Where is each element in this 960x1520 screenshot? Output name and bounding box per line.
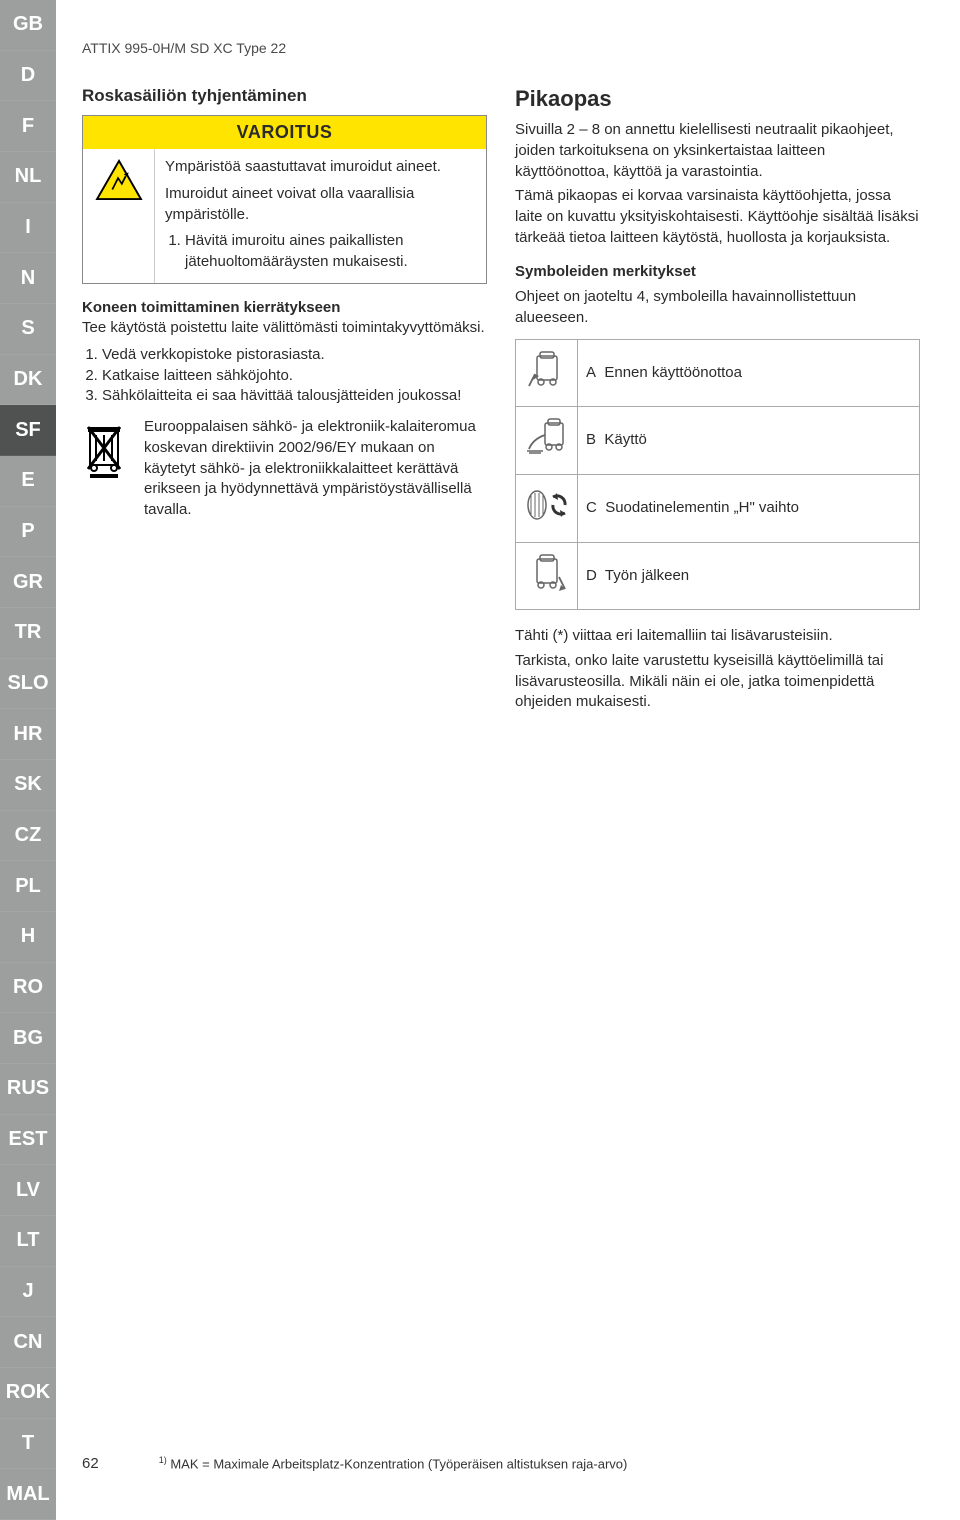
page-content: ATTIX 995-0H/M SD XC Type 22 Roskasäiliö…: [82, 40, 920, 713]
quickguide-title: Pikaopas: [515, 84, 920, 114]
symbol-label: D Työn jälkeen: [578, 542, 920, 610]
footnote: 1) MAK = Maximale Arbeitsplatz-Konzentra…: [159, 1455, 628, 1471]
symbol-icon-cell: [516, 474, 578, 542]
lang-item-gr[interactable]: GR: [0, 557, 56, 608]
filter-change-icon: [525, 485, 569, 525]
lang-item-rok[interactable]: ROK: [0, 1368, 56, 1419]
symbol-icon-cell: [516, 542, 578, 610]
lang-item-sk[interactable]: SK: [0, 760, 56, 811]
warning-icon-cell: [83, 149, 155, 282]
warning-label: VAROITUS: [237, 120, 333, 145]
language-sidebar: GBDFNLINSDKSFEPGRTRSLOHRSKCZPLHROBGRUSES…: [0, 0, 56, 1520]
lang-item-p[interactable]: P: [0, 507, 56, 558]
lang-item-pl[interactable]: PL: [0, 861, 56, 912]
lang-item-bg[interactable]: BG: [0, 1013, 56, 1064]
recycle-step3: Sähkölaitteita ei saa hävittää talousjät…: [102, 386, 487, 407]
note-asterisk: Tähti (*) viittaa eri laitemalliin tai l…: [515, 626, 920, 647]
lang-item-sf[interactable]: SF: [0, 405, 56, 456]
lang-item-e[interactable]: E: [0, 456, 56, 507]
warning-step1: Hävitä imuroitu aines paikallisten jäteh…: [185, 231, 476, 272]
lang-item-est[interactable]: EST: [0, 1115, 56, 1166]
page-footer: 62 1) MAK = Maximale Arbeitsplatz-Konzen…: [82, 1455, 920, 1472]
lang-item-i[interactable]: I: [0, 203, 56, 254]
symbol-label: A Ennen käyttöönottoa: [578, 339, 920, 407]
warning-para2: Imuroidut aineet voivat olla vaarallisia…: [165, 184, 476, 225]
document-title: ATTIX 995-0H/M SD XC Type 22: [82, 40, 920, 56]
lang-item-nl[interactable]: NL: [0, 152, 56, 203]
right-column: Pikaopas Sivuilla 2 – 8 on annettu kiele…: [515, 84, 920, 713]
lang-item-lv[interactable]: LV: [0, 1165, 56, 1216]
lang-item-j[interactable]: J: [0, 1267, 56, 1318]
weee-text: Eurooppalaisen sähkö- ja elektroniik-kal…: [144, 417, 487, 520]
hazard-warning-icon: [95, 159, 143, 201]
page-number: 62: [82, 1455, 99, 1472]
lang-item-t[interactable]: T: [0, 1419, 56, 1470]
lang-item-gb[interactable]: GB: [0, 0, 56, 51]
symbol-icon-cell: [516, 339, 578, 407]
warning-header: VAROITUS: [83, 116, 486, 149]
left-column: Roskasäiliön tyhjentäminen VAROITUS Ymp: [82, 84, 487, 713]
machine-after-icon: [525, 553, 569, 593]
recycle-step1: Vedä verkkopistoke pistorasiasta.: [102, 345, 487, 366]
weee-icon-wrap: [82, 417, 132, 520]
weee-bin-icon: [82, 421, 126, 479]
table-row: A Ennen käyttöönottoa: [516, 339, 920, 407]
lang-item-dk[interactable]: DK: [0, 355, 56, 406]
warning-box: VAROITUS Ympäristöä saastuttavat imuroid…: [82, 115, 487, 283]
symbol-label: B Käyttö: [578, 407, 920, 475]
lang-item-mal[interactable]: MAL: [0, 1469, 56, 1520]
lang-item-f[interactable]: F: [0, 101, 56, 152]
lang-item-slo[interactable]: SLO: [0, 659, 56, 710]
recycle-step2: Katkaise laitteen sähköjohto.: [102, 366, 487, 387]
weee-row: Eurooppalaisen sähkö- ja elektroniik-kal…: [82, 417, 487, 520]
lang-item-rus[interactable]: RUS: [0, 1064, 56, 1115]
symbols-title: Symboleiden merkitykset: [515, 262, 920, 283]
lang-item-hr[interactable]: HR: [0, 709, 56, 760]
recycle-steps: Vedä verkkopistoke pistorasiasta. Katkai…: [82, 345, 487, 407]
symbol-icon-cell: [516, 407, 578, 475]
lang-item-ro[interactable]: RO: [0, 963, 56, 1014]
machine-start-icon: [525, 350, 569, 390]
table-row: C Suodatinelementin „H" vaihto: [516, 474, 920, 542]
symbols-intro: Ohjeet on jaoteltu 4, symboleilla havain…: [515, 287, 920, 328]
lang-item-cz[interactable]: CZ: [0, 811, 56, 862]
machine-use-icon: [525, 417, 569, 457]
recycle-title: Koneen toimittaminen kierrätykseen: [82, 298, 487, 319]
quickguide-para2: Tämä pikaopas ei korvaa varsinaista käyt…: [515, 186, 920, 248]
lang-item-tr[interactable]: TR: [0, 608, 56, 659]
symbol-label: C Suodatinelementin „H" vaihto: [578, 474, 920, 542]
table-row: D Työn jälkeen: [516, 542, 920, 610]
warning-para1: Ympäristöä saastuttavat imuroidut aineet…: [165, 157, 476, 178]
lang-item-h[interactable]: H: [0, 912, 56, 963]
warning-body: Ympäristöä saastuttavat imuroidut aineet…: [155, 149, 486, 282]
lang-item-cn[interactable]: CN: [0, 1317, 56, 1368]
lang-item-d[interactable]: D: [0, 51, 56, 102]
symbols-table: A Ennen käyttöönottoa: [515, 339, 920, 611]
note-check: Tarkista, onko laite varustettu kyseisil…: [515, 651, 920, 713]
recycle-intro: Tee käytöstä poistettu laite välittömäst…: [82, 318, 487, 339]
quickguide-para1: Sivuilla 2 – 8 on annettu kielellisesti …: [515, 120, 920, 182]
emptying-heading: Roskasäiliön tyhjentäminen: [82, 84, 487, 107]
table-row: B Käyttö: [516, 407, 920, 475]
lang-item-s[interactable]: S: [0, 304, 56, 355]
lang-item-n[interactable]: N: [0, 253, 56, 304]
lang-item-lt[interactable]: LT: [0, 1216, 56, 1267]
